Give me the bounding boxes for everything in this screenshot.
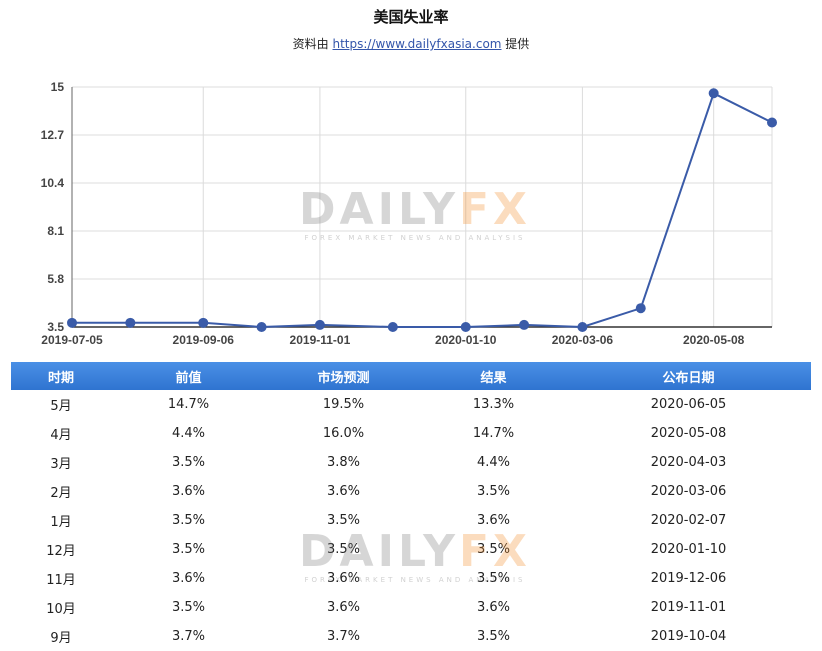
- cell-actual: 4.4%: [476, 455, 511, 470]
- cell-forecast: 16.0%: [322, 426, 365, 441]
- table-row: 12月 3.5% 3.5% 3.5% 2020-01-10: [11, 535, 811, 564]
- table-row: 5月 14.7% 19.5% 13.3% 2020-06-05: [11, 390, 811, 419]
- data-point: [198, 317, 209, 328]
- cell-actual: 3.5%: [476, 484, 511, 499]
- x-tick-label: 2020-05-08: [683, 333, 745, 347]
- watermark-logo: DAILYFX: [299, 184, 531, 235]
- watermark-table: DAILYFX FOREX MARKET NEWS AND ANALYSIS: [290, 526, 540, 585]
- data-point: [519, 319, 530, 330]
- cell-forecast: 3.6%: [326, 600, 361, 615]
- cell-previous: 3.6%: [171, 571, 206, 586]
- cell-forecast: 3.5%: [326, 513, 361, 528]
- watermark-tagline: FOREX MARKET NEWS AND ANALYSIS: [304, 576, 526, 584]
- header-previous: 前值: [111, 362, 266, 390]
- x-tick-label: 2019-07-05: [41, 333, 103, 347]
- data-point: [387, 322, 398, 332]
- table-body: 5月 14.7% 19.5% 13.3% 2020-06-05 4月 4.4% 16.0% 14…: [11, 390, 811, 651]
- x-tick-label: 2019-09-06: [173, 333, 235, 347]
- cell-release-date: 2020-02-07: [650, 513, 727, 528]
- cell-previous: 3.5%: [171, 513, 206, 528]
- watermark-chart: DAILYFX FOREX MARKET NEWS AND ANALYSIS: [290, 184, 540, 243]
- x-tick-label: 2020-03-06: [552, 333, 614, 347]
- data-point: [256, 322, 267, 332]
- cell-release-date: 2020-04-03: [650, 455, 727, 470]
- series-line: [72, 91, 773, 329]
- data-point: [125, 317, 136, 328]
- table-header-row: 时期 前值 市场预测 结果 公布日期: [11, 362, 811, 390]
- cell-period: 10月: [46, 602, 76, 617]
- cell-period: 4月: [50, 428, 72, 443]
- cell-release-date: 2020-06-05: [650, 397, 727, 412]
- data-point: [635, 303, 646, 314]
- watermark-logo: DAILYFX: [299, 526, 531, 577]
- cell-previous: 3.5%: [171, 542, 206, 557]
- data-point: [314, 319, 325, 330]
- data-point: [708, 88, 719, 99]
- x-tick-label: 2019-11-01: [290, 333, 351, 347]
- cell-period: 11月: [46, 573, 76, 588]
- cell-release-date: 2019-10-04: [650, 629, 727, 644]
- source-link[interactable]: https://www.dailyfxasia.com: [332, 37, 502, 51]
- y-tick-label: 5.8: [47, 272, 64, 286]
- cell-period: 3月: [50, 457, 72, 472]
- cell-period: 9月: [50, 631, 72, 646]
- cell-actual: 3.5%: [476, 629, 511, 644]
- header-release-date: 公布日期: [566, 362, 811, 390]
- cell-forecast: 3.6%: [326, 571, 361, 586]
- cell-period: 12月: [46, 544, 76, 559]
- cell-forecast: 3.5%: [326, 542, 361, 557]
- y-tick-label: 8.1: [47, 224, 64, 238]
- y-tick-label: 10.4: [41, 176, 65, 190]
- cell-forecast: 19.5%: [322, 397, 365, 412]
- data-point: [67, 317, 77, 328]
- watermark-tagline: FOREX MARKET NEWS AND ANALYSIS: [304, 234, 526, 242]
- chart-title: 美国失业率: [373, 8, 449, 26]
- cell-period: 2月: [50, 486, 72, 501]
- cell-actual: 3.6%: [476, 513, 511, 528]
- table-row: 2月 3.6% 3.6% 3.5% 2020-03-06: [11, 477, 811, 506]
- cell-release-date: 2020-03-06: [650, 484, 727, 499]
- header-forecast: 市场预测: [266, 362, 421, 390]
- cell-actual: 3.5%: [476, 571, 511, 586]
- header-actual: 结果: [421, 362, 566, 390]
- table-row: 3月 3.5% 3.8% 4.4% 2020-04-03: [11, 448, 811, 477]
- line-chart: 3.5 5.8 8.1 10.4 12.7 15 2019-07-05 2019-09-06 2…: [41, 80, 777, 347]
- cell-period: 5月: [50, 399, 72, 414]
- data-point: [460, 322, 471, 332]
- table-row: 9月 3.7% 3.7% 3.5% 2019-10-04: [11, 622, 811, 651]
- cell-release-date: 2020-01-10: [650, 542, 727, 557]
- cell-actual: 3.5%: [476, 542, 511, 557]
- source-suffix: 提供: [501, 37, 530, 51]
- table-row: 10月 3.5% 3.6% 3.6% 2019-11-01: [11, 593, 811, 622]
- cell-release-date: 2020-05-08: [650, 426, 727, 441]
- y-tick-label: 3.5: [47, 320, 64, 334]
- cell-previous: 3.6%: [171, 484, 206, 499]
- table-row: 1月 3.5% 3.5% 3.6% 2020-02-07: [11, 506, 811, 535]
- cell-previous: 4.4%: [171, 426, 206, 441]
- cell-release-date: 2019-12-06: [650, 571, 727, 586]
- cell-forecast: 3.7%: [326, 629, 361, 644]
- cell-actual: 13.3%: [472, 397, 515, 412]
- data-point: [767, 117, 777, 128]
- cell-forecast: 3.6%: [326, 484, 361, 499]
- cell-previous: 3.5%: [171, 455, 206, 470]
- table-row: 11月 3.6% 3.6% 3.5% 2019-12-06: [11, 564, 811, 593]
- cell-previous: 14.7%: [167, 397, 210, 412]
- x-tick-label: 2020-01-10: [435, 333, 497, 347]
- cell-previous: 3.5%: [171, 600, 206, 615]
- data-point: [577, 322, 588, 332]
- cell-release-date: 2019-11-01: [650, 600, 727, 615]
- y-tick-label: 12.7: [41, 128, 65, 142]
- y-tick-label: 15: [51, 80, 65, 94]
- cell-actual: 3.6%: [476, 600, 511, 615]
- header-period: 时期: [11, 362, 111, 390]
- cell-period: 1月: [50, 515, 72, 530]
- cell-previous: 3.7%: [171, 629, 206, 644]
- source-line: 资料由 https://www.dailyfxasia.com 提供: [0, 35, 822, 52]
- unemployment-table: 时期 前值 市场预测 结果 公布日期 5月 14.7% 19.5% 13.3% 2020…: [11, 362, 811, 651]
- table-row: 4月 4.4% 16.0% 14.7% 2020-05-08: [11, 419, 811, 448]
- cell-actual: 14.7%: [472, 426, 515, 441]
- cell-forecast: 3.8%: [326, 455, 361, 470]
- source-prefix: 资料由: [292, 37, 333, 51]
